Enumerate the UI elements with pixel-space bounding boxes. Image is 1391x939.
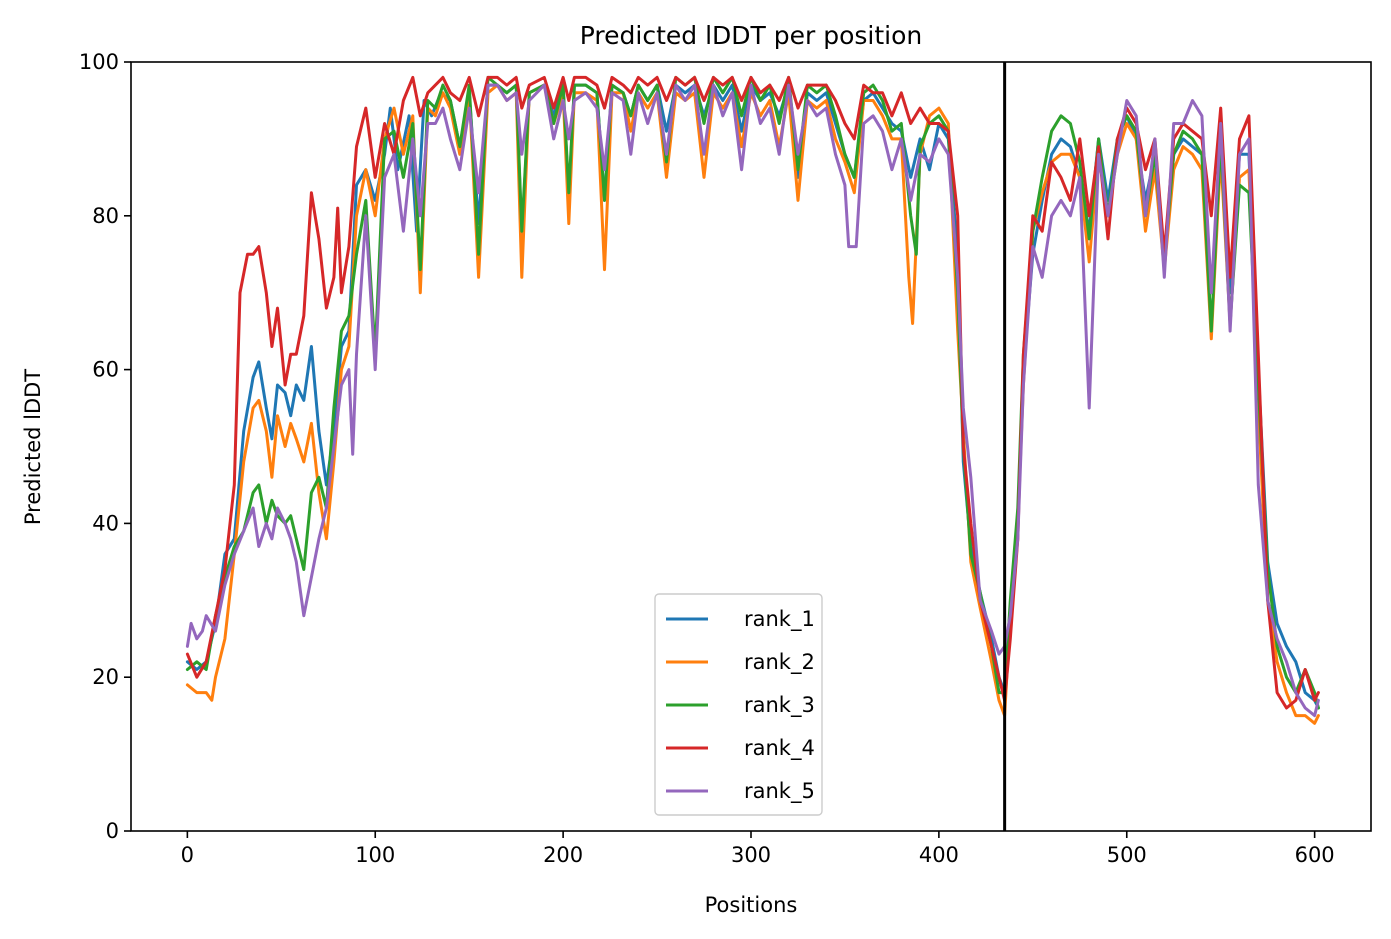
y-axis-title: Predicted lDDT: [21, 369, 45, 525]
y-tick-label: 100: [79, 50, 119, 74]
y-tick-label: 20: [92, 665, 119, 689]
legend-box: [654, 593, 823, 816]
x-tick-label: 600: [1295, 843, 1335, 867]
y-tick-label: 40: [92, 511, 119, 535]
x-tick-label: 400: [919, 843, 959, 867]
x-tick-label: 300: [731, 843, 771, 867]
y-tick-label: 80: [92, 204, 119, 228]
x-axis-title: Positions: [705, 893, 798, 917]
x-tick-label: 500: [1107, 843, 1147, 867]
legend-label-rank_2: rank_2: [744, 650, 815, 675]
y-tick-label: 0: [106, 819, 119, 843]
chart-title: Predicted lDDT per position: [580, 21, 922, 50]
x-tick-label: 0: [181, 843, 194, 867]
legend-label-rank_3: rank_3: [744, 693, 815, 718]
legend: rank_1 rank_2 rank_3 rank_4 rank_5: [654, 593, 823, 816]
legend-label-rank_4: rank_4: [744, 736, 815, 761]
y-tick-label: 60: [92, 358, 119, 382]
x-tick-label: 200: [543, 843, 583, 867]
series-line-rank_5: [185, 83, 1320, 718]
series-group: [185, 75, 1320, 725]
legend-label-rank_1: rank_1: [744, 607, 815, 632]
legend-label-rank_5: rank_5: [744, 779, 815, 804]
series-line-rank_4: [185, 75, 1320, 710]
x-tick-label: 100: [355, 843, 395, 867]
plot-area: 0 100 200 300 400 500 600 0 20 40 60 80 100: [79, 50, 1372, 867]
